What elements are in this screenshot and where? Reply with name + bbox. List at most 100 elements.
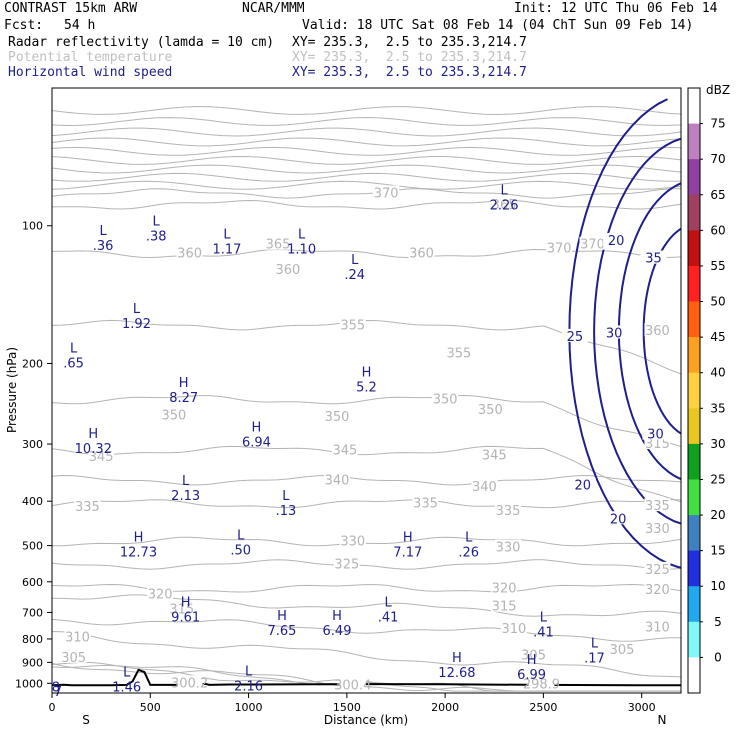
extremum-value: .13 (276, 504, 297, 519)
extremum-low-marker: L (500, 183, 508, 198)
theta-label: 365 (266, 238, 291, 253)
extremum-low-marker: L (540, 610, 548, 625)
contour-label-bg (491, 580, 518, 594)
y-tick-label: 300 (22, 438, 43, 451)
colorbar-level-label: 25 (710, 472, 725, 486)
contour-label-bg (339, 317, 366, 331)
wind-label: 30 (606, 327, 623, 342)
x-tick-label: 3000 (628, 701, 656, 714)
contour-label-bg (324, 409, 351, 423)
extremum-value: .65 (63, 356, 84, 371)
theta-contour-stratosphere (52, 105, 681, 116)
theta-label: 335 (496, 504, 521, 519)
theta-label: 300.2 (171, 676, 208, 691)
contour-label-bg (520, 647, 547, 661)
extremum-low-marker: L (245, 664, 253, 679)
colorbar-swatch (688, 123, 700, 160)
north-end-label: N (658, 713, 667, 727)
y-tick-label: 1000 (15, 677, 43, 690)
theta-label: 345 (332, 444, 357, 459)
theta-label: 330 (496, 541, 521, 556)
colorbar-level-label: 10 (710, 579, 725, 593)
theta-label: 350 (478, 403, 503, 418)
theta-contour-stratosphere (52, 137, 681, 147)
wind-speed-contours (568, 98, 681, 569)
theta-label: 330 (340, 535, 365, 550)
theta-label: 335 (413, 497, 438, 512)
colorbar-swatch (688, 372, 700, 409)
contour-label-bg (644, 619, 671, 633)
contour-label-bg (477, 402, 504, 416)
contour-label-bg (644, 561, 671, 575)
colorbar-level-label: 65 (710, 188, 725, 202)
extremum-value: .50 (230, 544, 251, 559)
extremum-value: .17 (584, 651, 605, 666)
y-tick-label: 500 (22, 540, 43, 553)
extremum-value: 10.32 (75, 442, 112, 457)
colorbar-level-label: 15 (710, 544, 725, 558)
wind-contour-20 (568, 98, 681, 569)
y-tick-label: 400 (22, 495, 43, 508)
colorbar-level-label: 70 (710, 152, 725, 166)
theta-label: 320 (492, 581, 517, 596)
wind-contour-30 (617, 182, 681, 481)
contour-label-bg (168, 601, 195, 615)
contour-label-bg (495, 539, 522, 553)
extremum-low-marker: L (182, 474, 190, 489)
extremum-low-marker: L (282, 489, 290, 504)
extremum-low-marker: L (237, 529, 245, 544)
contour-label-bg (176, 245, 203, 259)
extremum-high-marker: H (452, 651, 462, 666)
colorbar-swatch (688, 586, 700, 623)
theta-label: 365 (492, 198, 517, 213)
contour-label-bg (324, 472, 351, 486)
contour-label-bg (644, 498, 671, 512)
contour-label-bg (491, 598, 518, 612)
colorbar-swatch (688, 515, 700, 552)
theta-label: 305 (521, 649, 546, 664)
theta-label: 370 (547, 241, 572, 256)
contour-label-bg (605, 511, 632, 525)
theta-contour-300.4 (52, 661, 681, 692)
theta-contour-315 (52, 594, 681, 617)
theta-contour-320 (52, 583, 681, 593)
contour-label-bg (528, 676, 555, 690)
valid-time: Valid: 18 UTC Sat 08 Feb 14 (04 ChT Sun … (302, 18, 694, 33)
extremum-value: 12.68 (438, 666, 475, 681)
extremum-low-marker: L (591, 636, 599, 651)
theta-label: 340 (472, 480, 497, 495)
y-tick-label: 800 (22, 633, 43, 646)
contour-label-bg (88, 448, 115, 462)
extremum-high-marker: H (332, 609, 342, 624)
colorbar-swatch (688, 88, 700, 125)
terrain (52, 668, 681, 687)
theta-label: 335 (645, 499, 670, 514)
wind-label: 35 (645, 252, 662, 267)
contour-label-bg (432, 391, 459, 405)
field-name-theta: Potential temperature (8, 50, 173, 65)
theta-contour-310 (52, 618, 681, 642)
theta-contour-stratosphere (52, 180, 681, 190)
contour-label-bg (601, 325, 628, 339)
extremum-value: 1.46 (112, 680, 141, 695)
extremum-value: 2.26 (490, 198, 519, 213)
extremum-high-marker: H (277, 609, 287, 624)
theta-label: 305 (61, 651, 86, 666)
theta-label: 370 (374, 186, 399, 201)
extremum-value: 5.2 (356, 380, 377, 395)
extremum-value: 2.13 (171, 489, 200, 504)
extremum-value: 8 (52, 680, 60, 695)
x-axis-label: Distance (km) (324, 713, 408, 727)
contour-label-bg (481, 447, 508, 461)
y-tick-label: 900 (22, 656, 43, 669)
theta-label: 315 (492, 600, 517, 615)
forecast-label: Fcst: (4, 18, 44, 33)
field-name-wind: Horizontal wind speed (8, 65, 173, 80)
wind-contour-35 (642, 227, 681, 435)
extremum-value: 9.61 (171, 610, 200, 625)
y-tick-label: 100 (22, 220, 43, 233)
theta-label: 298.9 (523, 677, 560, 692)
contour-label-bg (642, 426, 669, 440)
extremum-high-marker: H (403, 531, 413, 546)
